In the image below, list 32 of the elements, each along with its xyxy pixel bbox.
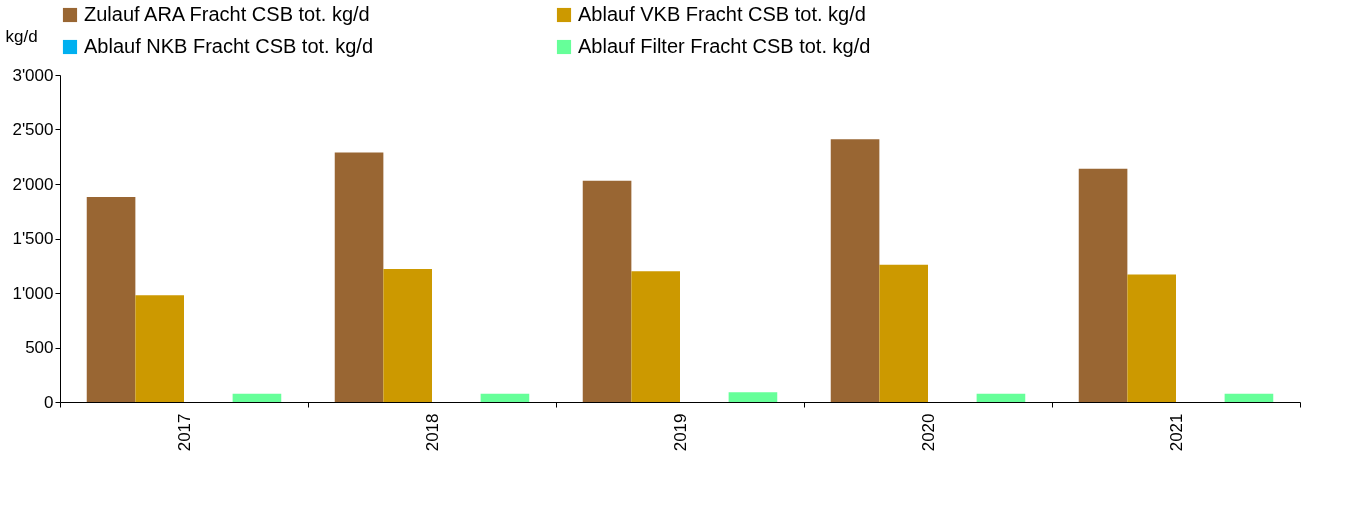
legend-label: Ablauf NKB Fracht CSB tot. kg/d bbox=[84, 35, 374, 57]
y-tick-label: 2'500 bbox=[12, 120, 54, 139]
x-tick-label: 2021 bbox=[1166, 413, 1186, 452]
bar bbox=[830, 139, 880, 402]
bar bbox=[1127, 274, 1176, 402]
y-tick-label: 2'000 bbox=[12, 174, 54, 194]
x-tick-label: 2017 bbox=[174, 413, 194, 452]
bar bbox=[879, 264, 928, 402]
bar bbox=[976, 393, 1026, 402]
x-tick-label: 2018 bbox=[422, 413, 442, 452]
bar bbox=[631, 271, 680, 402]
y-tick-label: 0 bbox=[44, 392, 54, 412]
legend-label: Ablauf Filter Fracht CSB tot. kg/d bbox=[578, 35, 871, 57]
bar bbox=[1078, 168, 1128, 402]
y-tick-label: 1'500 bbox=[12, 229, 54, 248]
bar bbox=[86, 197, 136, 402]
bar bbox=[334, 152, 384, 402]
bar bbox=[1224, 393, 1274, 402]
legend-label: Ablauf VKB Fracht CSB tot. kg/d bbox=[578, 3, 866, 25]
bar bbox=[383, 269, 432, 402]
legend-label: Zulauf ARA Fracht CSB tot. kg/d bbox=[84, 3, 370, 25]
y-tick-label: 1'000 bbox=[12, 283, 54, 303]
bar bbox=[232, 393, 282, 402]
bar bbox=[480, 393, 530, 402]
y-axis-title: kg/d bbox=[5, 26, 38, 46]
bar bbox=[582, 180, 632, 402]
x-tick-label: 2019 bbox=[670, 413, 690, 452]
bar bbox=[135, 295, 184, 402]
x-tick-label: 2020 bbox=[918, 413, 938, 452]
y-tick-label: 3'000 bbox=[12, 65, 54, 85]
bar bbox=[728, 392, 778, 402]
y-tick-label: 500 bbox=[25, 338, 54, 357]
